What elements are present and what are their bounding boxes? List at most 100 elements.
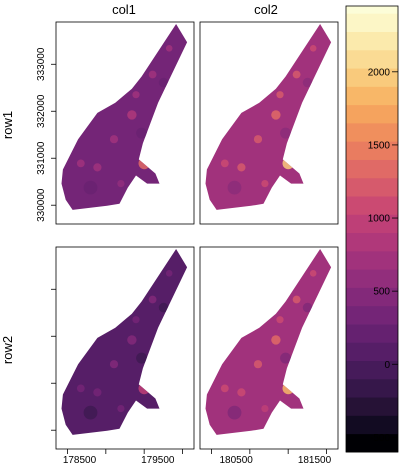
hotspot <box>165 270 173 277</box>
hotspot <box>148 70 157 79</box>
colorbar-tick-label: 2000 <box>368 67 391 78</box>
panel-row1-col1 <box>55 21 195 225</box>
colorbar-tick-label: -500 <box>370 433 390 444</box>
colorbar-tick-label: 500 <box>373 287 390 298</box>
coldspot <box>158 302 169 313</box>
colorbar-band <box>346 177 398 197</box>
colorbar-tick-label: 1500 <box>368 140 391 151</box>
colorbar-band <box>346 397 398 416</box>
colorbar-tick-label: 1000 <box>368 214 391 225</box>
hotspot <box>220 159 229 168</box>
hotspot <box>237 388 246 397</box>
y-tick-label: 332000 <box>36 94 47 128</box>
coldspot <box>136 127 148 139</box>
hotspot <box>309 45 317 52</box>
coldspot <box>302 302 313 313</box>
panel-border <box>199 21 339 225</box>
colorbar-band <box>346 49 398 69</box>
hotspot <box>76 159 85 168</box>
hotspot <box>309 270 317 277</box>
hotspot <box>138 157 151 170</box>
colorbar-border <box>345 5 399 453</box>
colorbar-band <box>346 6 398 14</box>
hotspot <box>271 110 281 120</box>
colorbar-band <box>346 232 398 252</box>
y-tick-label: 331000 <box>36 141 47 175</box>
colorbar-band <box>346 269 398 288</box>
colorbar-band <box>346 68 398 87</box>
hotspot <box>237 163 246 172</box>
hotspot <box>220 384 229 393</box>
y-tick-label: 330000 <box>36 188 47 222</box>
hotspot <box>253 360 263 369</box>
row-label-row1: row1 <box>0 111 15 139</box>
panel-border <box>199 246 339 450</box>
hotspot <box>76 384 85 393</box>
footprint <box>205 24 332 210</box>
footprint <box>61 24 188 210</box>
column-label-col1: col1 <box>112 2 136 17</box>
colorbar-band <box>346 122 398 142</box>
hotspot <box>127 335 137 345</box>
colorbar-band <box>346 13 398 32</box>
colorbar-band <box>346 141 398 160</box>
panel-row1-col2 <box>199 21 339 225</box>
hotspot <box>132 316 140 324</box>
colorbar-band <box>346 86 398 106</box>
hotspot <box>276 316 284 324</box>
hotspot <box>117 180 125 188</box>
coldspot <box>158 77 169 88</box>
hotspot <box>253 135 263 144</box>
colorbar-band <box>346 324 398 343</box>
footprint <box>61 249 188 435</box>
hotspot <box>282 157 295 170</box>
hotspot <box>117 405 125 413</box>
coldspot <box>302 77 313 88</box>
hotspot <box>282 382 295 395</box>
panel-row2-col1 <box>55 246 195 450</box>
colorbar-band <box>346 214 398 234</box>
row-label-row2: row2 <box>0 336 15 364</box>
colorbar-band <box>346 433 398 453</box>
coldspot <box>227 405 242 420</box>
colorbar-band <box>346 360 398 380</box>
coldspot <box>227 180 242 195</box>
coldspot <box>280 127 292 139</box>
colorbar-band <box>346 415 398 435</box>
coldspot <box>280 352 292 364</box>
colorbar-band <box>346 342 398 362</box>
hotspot <box>93 163 102 172</box>
hotspot <box>132 91 140 99</box>
y-tick-label: 333000 <box>36 47 47 81</box>
panel-border <box>55 246 195 450</box>
x-tick-label: 178500 <box>63 455 97 466</box>
hotspot <box>276 91 284 99</box>
colorbar-band <box>346 305 398 325</box>
colorbar-band <box>346 31 398 51</box>
panel-row2-col2 <box>199 246 339 450</box>
hotspot <box>93 388 102 397</box>
hotspot <box>261 405 269 413</box>
x-tick-label: 180500 <box>220 455 254 466</box>
colorbar-band <box>346 196 398 215</box>
hotspot <box>271 335 281 345</box>
hotspot <box>292 295 301 304</box>
colorbar-band <box>346 250 398 270</box>
x-tick-label: 179500 <box>141 455 175 466</box>
hotspot <box>109 360 119 369</box>
coldspot <box>83 405 98 420</box>
coldspot <box>136 352 148 364</box>
hotspot <box>109 135 119 144</box>
footprint <box>205 249 332 435</box>
column-label-col2: col2 <box>254 2 278 17</box>
hotspot <box>148 295 157 304</box>
coldspot <box>83 180 98 195</box>
hotspot <box>261 180 269 188</box>
colorbar-band <box>346 159 398 179</box>
x-tick-label: 181500 <box>298 455 332 466</box>
colorbar-tick-label: 0 <box>384 360 390 371</box>
hotspot <box>127 110 137 120</box>
hotspot <box>165 45 173 52</box>
colorbar-band <box>346 287 398 307</box>
